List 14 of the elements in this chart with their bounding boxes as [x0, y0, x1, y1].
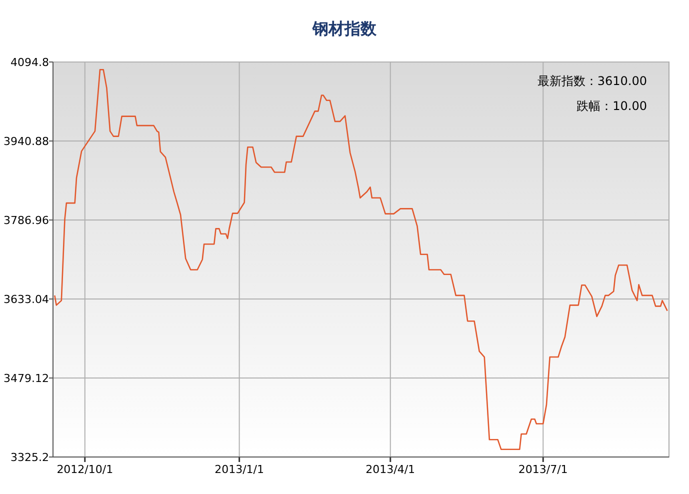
x-tick-label: 2013/1/1 — [214, 463, 264, 476]
x-tick-label: 2013/7/1 — [518, 463, 568, 476]
annotation: 最新指数：3610.00 — [537, 74, 647, 88]
x-tick-label: 2013/4/1 — [366, 463, 416, 476]
x-tick-label: 2012/10/1 — [56, 463, 114, 476]
annotation: 跌幅：10.00 — [576, 99, 647, 113]
y-tick-label: 3479.12 — [4, 372, 49, 385]
line-series — [54, 68, 668, 450]
y-tick-label: 3325.2 — [10, 451, 49, 464]
y-tick-label: 4094.8 — [10, 56, 49, 69]
chart-title: 钢材指数 — [312, 19, 378, 38]
y-tick-label: 3786.96 — [4, 214, 49, 227]
y-tick-label: 3940.88 — [4, 135, 49, 148]
y-tick-label: 3633.04 — [4, 293, 49, 306]
